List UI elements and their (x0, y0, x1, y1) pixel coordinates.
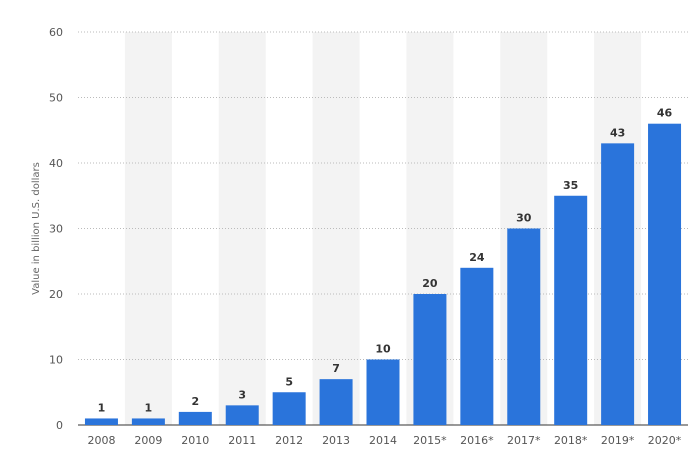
column-band (124, 32, 172, 425)
bar (272, 392, 306, 425)
x-tick-label: 2017* (507, 434, 541, 447)
data-label: 1 (98, 401, 106, 414)
y-tick-label: 20 (49, 288, 63, 301)
y-tick-label: 30 (49, 223, 63, 236)
x-tick-label: 2016* (460, 434, 494, 447)
bars (84, 123, 682, 425)
x-tick-label: 2019* (601, 434, 635, 447)
bar (507, 228, 541, 425)
data-label: 35 (563, 179, 578, 192)
data-label: 7 (332, 362, 340, 375)
bar (366, 359, 400, 425)
bar (178, 411, 212, 425)
x-tick-label: 2015* (413, 434, 447, 447)
x-tick-label: 2008 (87, 434, 115, 447)
data-label: 2 (191, 395, 199, 408)
data-label: 46 (657, 107, 673, 120)
data-label: 43 (610, 126, 625, 139)
bar (413, 294, 447, 425)
bar (84, 418, 118, 425)
column-band (218, 32, 266, 425)
y-tick-label: 50 (49, 92, 63, 105)
y-axis-title: Value in billion U.S. dollars (31, 162, 42, 295)
data-label: 5 (285, 375, 293, 388)
data-label: 30 (516, 212, 532, 225)
x-tick-label: 2012 (275, 434, 303, 447)
bar (131, 418, 165, 425)
x-tick-label: 2018* (554, 434, 588, 447)
x-tick-label: 2013 (322, 434, 350, 447)
data-label: 20 (422, 277, 438, 290)
x-tick-label: 2009 (134, 434, 162, 447)
bar (554, 195, 588, 425)
bar (319, 379, 353, 425)
data-label: 24 (469, 251, 485, 264)
x-tick-label: 2020* (648, 434, 682, 447)
bar (648, 123, 682, 425)
y-tick-label: 10 (49, 354, 63, 367)
bar (460, 267, 494, 425)
data-label: 10 (375, 343, 391, 356)
x-tick-label: 2011 (228, 434, 256, 447)
data-label: 1 (145, 401, 153, 414)
y-tick-label: 40 (49, 157, 63, 170)
data-label: 3 (238, 388, 246, 401)
y-axis-ticks: 0 10 20 30 40 50 60 (49, 26, 63, 432)
x-axis-ticks: 2008 2009 2010 2011 2012 2013 2014 2015* 2016* 20… (87, 434, 681, 447)
bar (225, 405, 259, 425)
x-tick-label: 2010 (181, 434, 209, 447)
x-tick-label: 2014 (369, 434, 397, 447)
bar (601, 143, 635, 425)
y-tick-label: 0 (56, 419, 63, 432)
y-tick-label: 60 (49, 26, 63, 39)
